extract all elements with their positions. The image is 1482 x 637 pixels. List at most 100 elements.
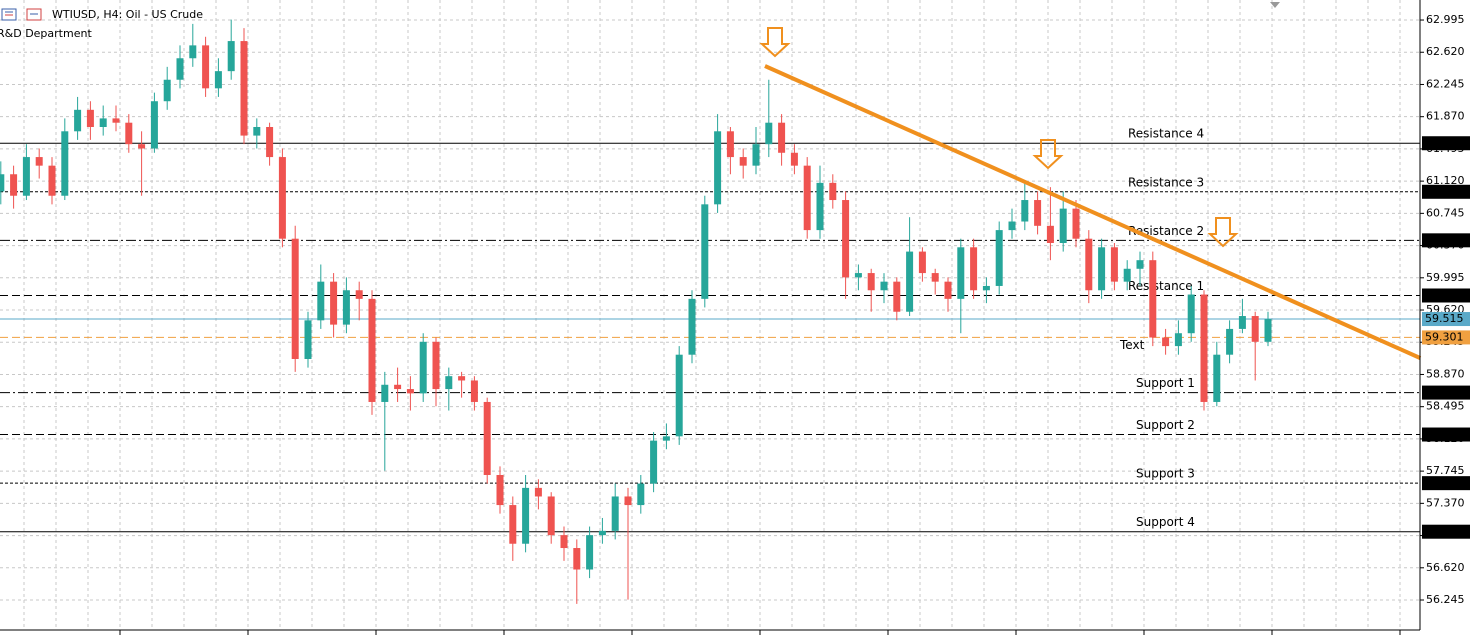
chart-title: WTIUSD, H4: Oil - US Crude: [52, 8, 203, 21]
candle-body: [867, 273, 875, 291]
candle-body: [816, 182, 824, 231]
candle-body: [880, 281, 888, 291]
arrow-marker: [1207, 217, 1239, 248]
candle-body: [701, 204, 709, 299]
candle-body: [266, 126, 274, 158]
level-label: Resistance 4: [1128, 127, 1204, 141]
candle-body: [982, 285, 990, 291]
candle-body: [1098, 247, 1106, 291]
candle-body: [496, 474, 504, 506]
y-tick-label: 58.495: [1426, 400, 1465, 413]
candle-body: [829, 182, 837, 201]
level-label: Support 1: [1136, 376, 1195, 390]
candle-body: [189, 45, 197, 59]
level-label: Support 3: [1136, 467, 1195, 481]
trendline: [764, 64, 1422, 360]
candle-body: [842, 200, 850, 278]
level-price-label: 59.515: [1425, 312, 1464, 325]
candle-body: [163, 79, 171, 102]
candle-body: [176, 58, 184, 80]
candle-body: [752, 144, 760, 166]
candle-body: [278, 157, 286, 239]
y-tick-label: 58.870: [1426, 367, 1465, 380]
candle-body: [688, 298, 696, 355]
candle-body: [35, 157, 43, 166]
level-price-label: 59.301: [1425, 330, 1464, 343]
candle-body: [547, 496, 555, 536]
candle-body: [253, 126, 261, 136]
candle-body: [419, 341, 427, 394]
y-tick-label: 57.370: [1426, 496, 1465, 509]
candle-body: [1226, 328, 1234, 355]
candle-body: [586, 535, 594, 570]
level-price-label: 59.789: [1425, 288, 1464, 301]
candle-body: [61, 131, 69, 196]
level-price-box: [1422, 476, 1470, 491]
y-tick-label: 62.995: [1426, 13, 1465, 26]
y-tick-label: 59.995: [1426, 271, 1465, 284]
y-tick-label: 61.120: [1426, 174, 1465, 187]
level-price-label: 57.605: [1425, 476, 1464, 489]
candle-body: [944, 281, 952, 299]
candle-body: [1059, 208, 1067, 243]
candle-body: [637, 483, 645, 506]
candle-body: [1162, 337, 1170, 347]
y-tick-label: 57.745: [1426, 464, 1465, 477]
candle-body: [458, 376, 466, 381]
candle-body: [304, 320, 312, 359]
candle-body: [906, 251, 914, 312]
candle-body: [240, 41, 248, 136]
candle-body: [509, 505, 517, 544]
level-price-box: [1422, 385, 1470, 400]
candle-body: [202, 45, 210, 89]
candle-body: [931, 273, 939, 282]
level-price-box: [1422, 184, 1470, 199]
level-label: Support 2: [1136, 418, 1195, 432]
candle-body: [1085, 238, 1093, 291]
level-price-box: [1422, 312, 1470, 327]
candle-body: [778, 122, 786, 153]
level-label: Text: [1119, 338, 1145, 352]
candle-body: [483, 401, 491, 475]
candle-body: [854, 273, 862, 278]
level-price-box: [1422, 524, 1470, 539]
candle-body: [1187, 294, 1195, 334]
candle-body: [1046, 225, 1054, 243]
candle-body: [1213, 354, 1221, 402]
level-price-label: 58.659: [1425, 386, 1464, 399]
candle-body: [86, 109, 94, 127]
candle-body: [112, 118, 120, 123]
candle-body: [1034, 200, 1042, 226]
candle-body: [317, 281, 325, 321]
level-price-label: 61.561: [1425, 136, 1464, 149]
candle-body: [342, 290, 350, 325]
candle-body: [22, 157, 30, 196]
candle-body: [214, 71, 222, 89]
arrow-marker: [759, 27, 791, 58]
candle-body: [995, 230, 1003, 286]
candle-body: [138, 144, 146, 149]
header: WTIUSD, H4: Oil - US Crude R&D Departmen…: [0, 8, 203, 40]
level-price-label: 57.040: [1425, 525, 1464, 538]
candle-body: [970, 247, 978, 291]
candle-body: [99, 118, 107, 127]
level-price-label: 60.431: [1425, 233, 1464, 246]
candle-body: [1021, 200, 1029, 222]
candle-body: [1110, 247, 1118, 282]
candles: [0, 19, 1272, 604]
candle-body: [765, 122, 773, 145]
candle-body: [803, 165, 811, 231]
candle-body: [432, 341, 440, 390]
y-tick-label: 62.245: [1426, 77, 1465, 90]
level-label: Support 4: [1136, 515, 1195, 529]
candle-body: [1200, 294, 1208, 402]
candle-body: [394, 384, 402, 390]
candle-body: [560, 535, 568, 549]
candle-body: [445, 376, 453, 390]
candle-body: [381, 384, 389, 402]
candle-body: [1072, 208, 1080, 239]
candle-body: [662, 436, 670, 441]
y-tick-label: 56.620: [1426, 561, 1465, 574]
y-tick-label: 60.745: [1426, 206, 1465, 219]
